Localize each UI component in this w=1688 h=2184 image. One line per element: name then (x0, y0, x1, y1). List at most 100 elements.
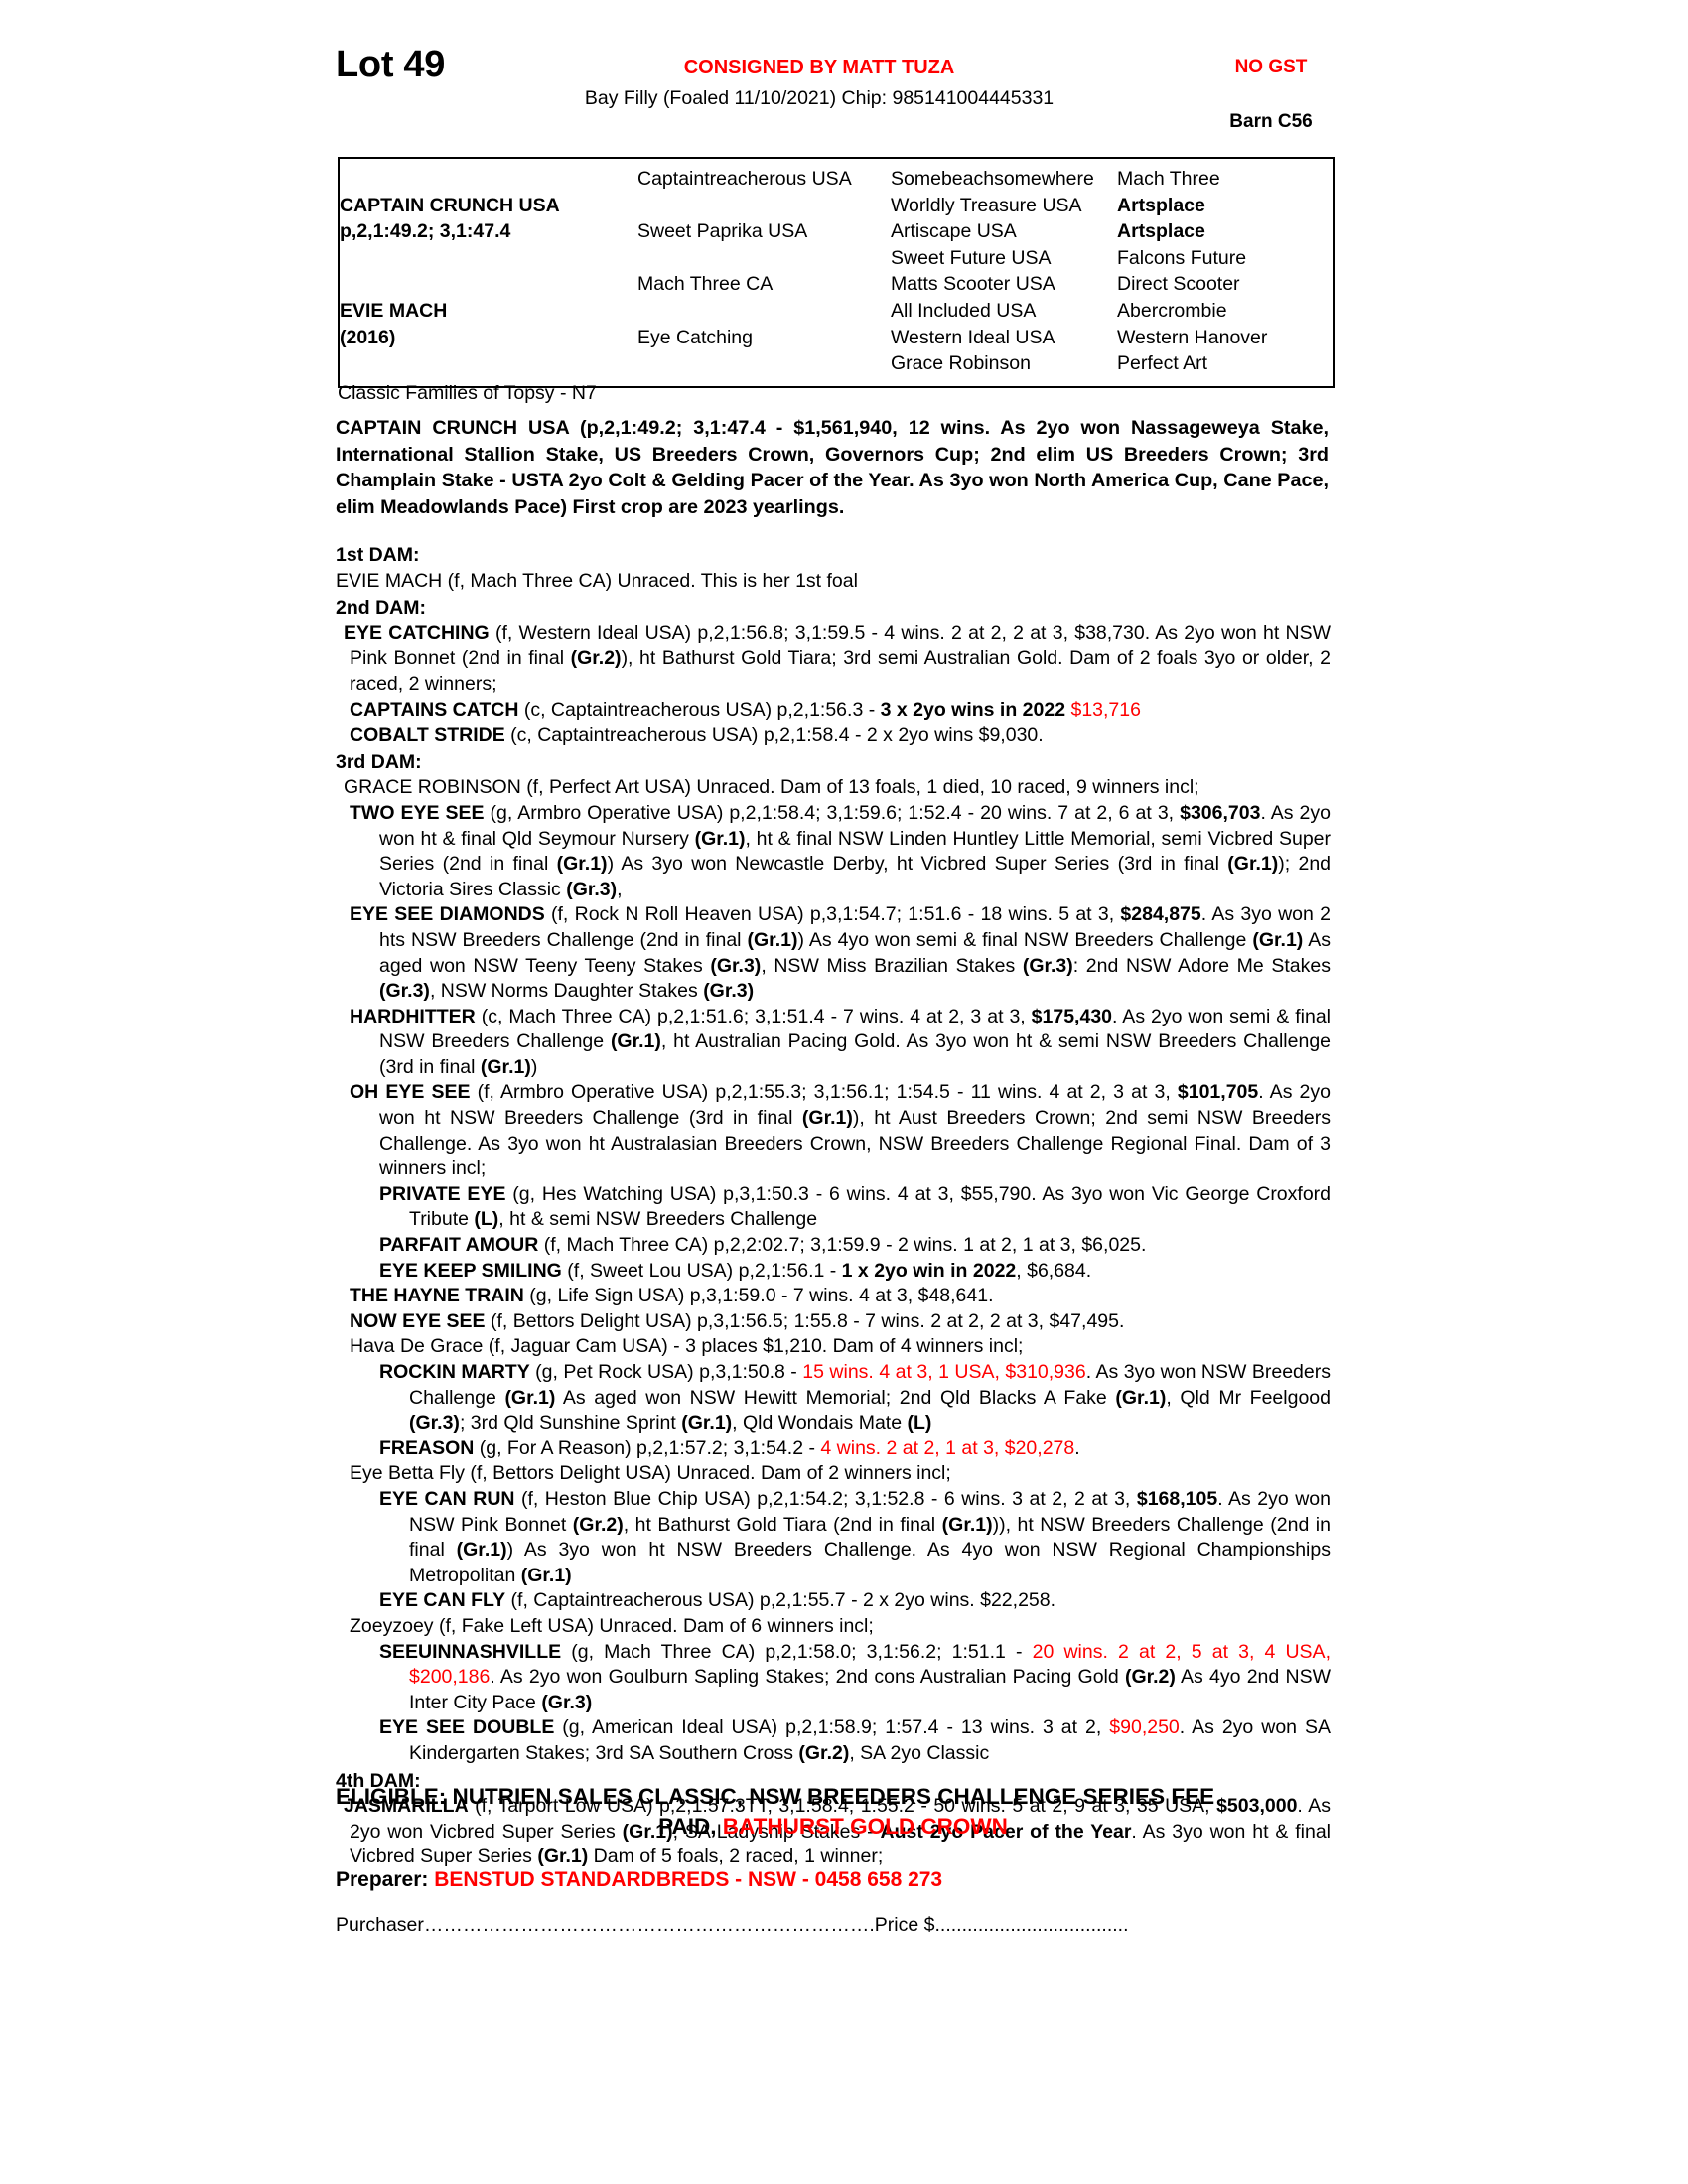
page-header: Lot 49 CONSIGNED BY MATT TUZA Bay Filly … (0, 0, 1688, 132)
pedigree-entry: EYE CATCHING (f, Western Ideal USA) p,2,… (336, 621, 1331, 698)
entry-segment: . As 2yo won Goulburn Sapling Stakes; 2n… (490, 1666, 1125, 1689)
entry-segment: 15 wins. 4 at 3, 1 USA, $310,936 (802, 1361, 1086, 1383)
entry-segment: $168,105 (1136, 1487, 1218, 1510)
entry-segment: ); 2nd Victoria Sires Classic (379, 853, 1332, 900)
entry-segment: NOW EYE SEE (350, 1309, 486, 1332)
entry-segment: (Gr.1) (622, 1820, 673, 1843)
entry-segment: . As 2yo won semi & final NSW Breeders C… (379, 1005, 1331, 1053)
entry-segment: . (1074, 1436, 1080, 1459)
dam-heading: 3rd DAM: (336, 751, 422, 773)
entry-segment: (L) (907, 1412, 932, 1434)
pedigree-entry: EYE SEE DOUBLE (g, American Ideal USA) p… (336, 1715, 1331, 1766)
entry-segment: (g, Armbro Operative USA) p,2,1:58.4; 3,… (484, 801, 1181, 824)
entry-segment: (Gr.1) (556, 853, 608, 876)
gen3-item: Sweet Future USA (891, 246, 1052, 269)
entry-segment: COBALT STRIDE (350, 724, 505, 747)
entry-segment: THE HAYNE TRAIN (350, 1285, 524, 1307)
entry-segment: CAPTAINS CATCH (350, 698, 519, 721)
entry-segment: (Gr.1) (1252, 928, 1304, 951)
gen3-item: Somebeachsomewhere (891, 168, 1094, 190)
purchaser-line: Purchaser…………………………………………………………….Price $… (336, 1914, 1129, 1936)
entry-segment: (f, Bettors Delight USA) p,3,1:56.5; 1:5… (485, 1309, 1125, 1332)
entry-segment: (Gr.2) (798, 1741, 850, 1764)
entry-segment: ROCKIN MARTY (379, 1361, 530, 1383)
dam-heading: 1st DAM: (336, 544, 420, 566)
gen3-item: Western Ideal USA (891, 326, 1055, 348)
entry-segment: . As 3yo won 2 hts NSW Breeders Challeng… (379, 903, 1331, 951)
pedigree-entry: NOW EYE SEE (f, Bettors Delight USA) p,3… (336, 1309, 1331, 1335)
gen4-item: Perfect Art (1117, 352, 1208, 375)
entry-segment: (Gr.3) (1022, 954, 1073, 977)
gen3-item: Matts Scooter USA (891, 273, 1055, 296)
entry-segment: ), ht Aust Breeders Crown; 2nd semi NSW … (379, 1107, 1332, 1180)
entry-segment: (g, For A Reason) p,2,1:57.2; 3,1:54.2 - (474, 1436, 821, 1459)
entry-segment: )), ht NSW Breeders Challenge (2nd in fi… (409, 1513, 1331, 1562)
entry-segment: $306,703 (1180, 801, 1261, 824)
entry-segment: As 4yo 2nd NSW Inter City Pace (409, 1666, 1331, 1713)
entry-segment: EYE CATCHING (344, 621, 490, 644)
entry-segment: , $6,684. (1016, 1259, 1092, 1282)
pedigree-entry: PRIVATE EYE (g, Hes Watching USA) p,3,1:… (336, 1182, 1331, 1233)
entry-segment: (Gr.1) (504, 1386, 556, 1409)
entry-segment: (Gr.2) (1124, 1666, 1176, 1689)
entry-segment: ), ht Bathurst Gold Tiara; 3rd semi Aust… (350, 647, 1331, 695)
entry-segment: JASMARILLA (344, 1795, 469, 1818)
entry-segment: (Gr.1) (694, 827, 746, 850)
entry-segment: SEEUINNASHVILLE (379, 1640, 562, 1663)
entry-segment: (c, Captaintreacherous USA) p,2,1:58.4 -… (504, 724, 1044, 747)
dam-sire-name: Mach Three CA (637, 273, 774, 296)
sire-paragraph: CAPTAIN CRUNCH USA (p,2,1:49.2; 3,1:47.4… (336, 417, 1329, 518)
entry-segment: (Gr.1) (801, 1107, 853, 1130)
entry-segment: (Gr.3) (566, 878, 618, 900)
horse-description: Bay Filly (Foaled 11/10/2021) Chip: 9851… (584, 87, 1055, 109)
entry-segment: EVIE MACH (f, Mach Three CA) Unraced. Th… (336, 569, 858, 592)
pedigree-gen2-top: Captaintreacherous USA Sweet Paprika USA (637, 166, 891, 271)
pedigree-entry: CAPTAINS CATCH (c, Captaintreacherous US… (336, 698, 1331, 724)
entry-segment: 20 wins. 2 at 2, 5 at 3, 4 USA, $200,186 (409, 1640, 1331, 1689)
pedigree-gen4-bottom: Direct Scooter Abercrombie Western Hanov… (1117, 271, 1334, 376)
entry-segment: $90,250 (1109, 1716, 1180, 1739)
entry-segment: Aust 2yo Pacer of the Year (880, 1820, 1132, 1843)
gen3-item: Artiscape USA (891, 220, 1017, 243)
pedigree-entry: PARFAIT AMOUR (f, Mach Three CA) p,2,2:0… (336, 1233, 1331, 1259)
pedigree-gen3-top: Somebeachsomewhere Worldly Treasure USA … (891, 166, 1117, 271)
classic-families-line: Classic Families of Topsy - N7 (338, 382, 597, 404)
entry-segment: . As 2yo won NSW Pink Bonnet (409, 1487, 1331, 1536)
entry-segment: (Gr.3) (541, 1691, 593, 1713)
sire-dam-name: Sweet Paprika USA (637, 220, 808, 243)
entry-segment: (f, Sweet Lou USA) p,2,1:56.1 - (561, 1259, 842, 1282)
entry-segment: , (617, 878, 623, 900)
entry-segment: Eye Betta Fly (f, Bettors Delight USA) U… (350, 1462, 951, 1485)
entry-segment: . As 3yo won NSW Breeders Challenge (409, 1361, 1331, 1409)
pedigree-entry: HARDHITTER (c, Mach Three CA) p,2,1:51.6… (336, 1005, 1331, 1081)
entry-segment: (L) (474, 1208, 499, 1231)
sire-record: p,2,1:49.2; 3,1:47.4 (340, 220, 511, 243)
entry-segment: OH EYE SEE (350, 1081, 471, 1104)
lot-number: Lot 49 (336, 44, 446, 85)
pedigree-gen2-bottom: Mach Three CA Eye Catching (637, 271, 891, 376)
entry-segment: Dam of 5 foals, 2 raced, 1 winner; (588, 1845, 884, 1868)
preparer-line: Preparer: BENSTUD STANDARDBREDS - NSW - … (336, 1868, 942, 1892)
pedigree-gen3-bottom: Matts Scooter USA All Included USA Weste… (891, 271, 1117, 376)
entry-segment: (Gr.3) (409, 1412, 460, 1434)
entry-segment: HARDHITTER (350, 1005, 476, 1027)
entry-segment: (f, Tarport Low USA) p,2,1:57.3TT; 3,1:5… (468, 1795, 1217, 1818)
entry-segment: $101,705 (1177, 1081, 1259, 1104)
entry-segment: . As 3yo won ht & final Vicbred Super Se… (350, 1820, 1332, 1868)
consignor-label: CONSIGNED BY MATT TUZA (683, 57, 955, 78)
entry-segment: (f, Captaintreacherous USA) p,2,1:55.7 -… (505, 1589, 1056, 1612)
entry-segment: (c, Captaintreacherous USA) p,2,1:56.3 - (518, 698, 881, 721)
entry-segment: , ht & final NSW Linden Huntley Little M… (379, 827, 1331, 876)
gen4-item: Western Hanover (1117, 326, 1268, 348)
entry-segment: (Gr.2) (570, 647, 622, 670)
entry-segment: (Gr.3) (703, 980, 755, 1003)
entry-segment: , NSW Norms Daughter Stakes (429, 980, 704, 1003)
pedigree-entry: EYE SEE DIAMONDS (f, Rock N Roll Heaven … (336, 902, 1331, 1004)
sire-name: CAPTAIN CRUNCH USA (340, 194, 560, 216)
entry-segment: ) (530, 1055, 538, 1078)
entry-segment: . As 2yo won ht & final Qld Seymour Nurs… (379, 801, 1331, 850)
entry-segment: (g, Hes Watching USA) p,3,1:50.3 - 6 win… (409, 1182, 1332, 1231)
entry-segment: , ht Australian Pacing Gold. As 3yo won … (379, 1030, 1332, 1078)
entry-segment: 1 x 2yo win in 2022 (841, 1259, 1017, 1282)
dam-heading: 2nd DAM: (336, 597, 426, 619)
